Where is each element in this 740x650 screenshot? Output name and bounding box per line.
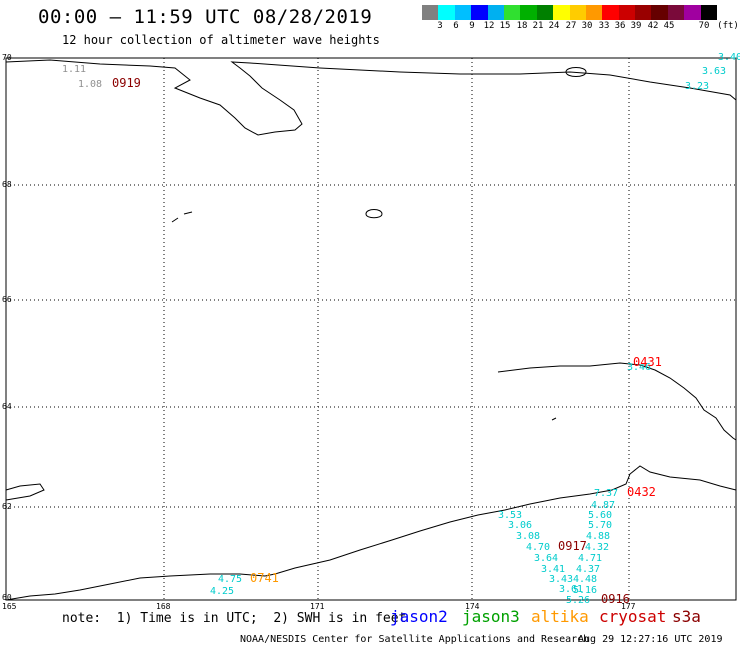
reading-0: 1.11 xyxy=(62,64,86,75)
legend-swatch-11 xyxy=(602,5,619,20)
legend-swatch-8 xyxy=(553,5,570,20)
map-subtitle: 12 hour collection of altimeter wave hei… xyxy=(62,33,380,47)
legend-tick-70: 70 xyxy=(698,21,710,31)
legend-tick-3: 3 xyxy=(437,21,443,31)
longitude-labels: 165 168 171 174 177 xyxy=(2,602,636,611)
color-legend xyxy=(422,5,718,20)
reading-30: 4.75 xyxy=(218,574,242,585)
reading-4: 3.63 xyxy=(702,66,726,77)
reading-19: 5.26 xyxy=(566,595,590,606)
reading-31: 4.25 xyxy=(210,586,234,597)
reading-27: 3.41 xyxy=(541,564,565,575)
legend-tick-15: 15 xyxy=(499,21,511,31)
lon-label-168: 168 xyxy=(156,602,171,611)
reading-29: 3.61 xyxy=(559,584,583,595)
lat-label-66: 66 xyxy=(2,295,12,304)
satellite-s3a: s3a xyxy=(672,607,701,626)
reading-23: 3.06 xyxy=(508,520,532,531)
reading-1: 1.08 xyxy=(78,79,102,90)
legend-tick-12: 12 xyxy=(483,21,495,31)
reading-9: 0432 xyxy=(627,485,656,499)
reading-12: 5.70 xyxy=(588,520,612,531)
reading-10: 4.87 xyxy=(591,500,615,511)
lon-label-177: 177 xyxy=(621,602,636,611)
legend-unit: (ft) xyxy=(717,21,739,31)
legend-swatch-0 xyxy=(422,5,439,20)
map-frame xyxy=(5,57,737,601)
reading-8: 7.37 xyxy=(594,488,618,499)
reading-3: 3.40 xyxy=(718,52,740,63)
satellite-jason2: jason2 xyxy=(390,607,448,626)
reading-18: 5.16 xyxy=(573,585,597,596)
legend-tick-27: 27 xyxy=(565,21,577,31)
legend-tick-6: 6 xyxy=(453,21,459,31)
reading-22: 3.53 xyxy=(498,510,522,521)
reading-26: 3.64 xyxy=(534,553,558,564)
legend-tick-9: 9 xyxy=(469,21,475,31)
lat-label-64: 64 xyxy=(2,402,12,411)
lat-label-70: 70 xyxy=(2,53,12,62)
legend-swatch-6 xyxy=(520,5,537,20)
legend-swatch-9 xyxy=(569,5,586,20)
reading-2: 0919 xyxy=(112,76,141,90)
legend-tick-21: 21 xyxy=(532,21,544,31)
footer-timestamp: Aug 29 12:27:16 UTC 2019 xyxy=(578,634,723,645)
legend-swatch-14 xyxy=(651,5,668,20)
reading-21: 0917 xyxy=(558,539,587,553)
reading-24: 3.08 xyxy=(516,531,540,542)
lat-label-60: 60 xyxy=(2,593,12,602)
lon-label-165: 165 xyxy=(2,602,17,611)
legend-tick-45: 45 xyxy=(663,21,675,31)
legend-tick-18: 18 xyxy=(516,21,528,31)
reading-28: 3.43 xyxy=(549,574,573,585)
latitude-labels: 70 68 66 64 62 60 xyxy=(2,53,12,602)
graticule xyxy=(6,58,736,600)
legend-tick-36: 36 xyxy=(614,21,626,31)
legend-swatch-13 xyxy=(635,5,652,20)
reading-5: 3.23 xyxy=(685,81,709,92)
footer-agency: NOAA/NESDIS Center for Satellite Applica… xyxy=(240,634,590,645)
lat-label-62: 62 xyxy=(2,502,12,511)
reading-20: 0916 xyxy=(601,592,630,606)
lat-label-68: 68 xyxy=(2,180,12,189)
legend-tick-42: 42 xyxy=(647,21,659,31)
legend-tick-30: 30 xyxy=(581,21,593,31)
reading-14: 4.32 xyxy=(585,542,609,553)
satellite-cryosat: cryosat xyxy=(599,607,667,626)
legend-swatch-7 xyxy=(536,5,554,20)
reading-25: 4.70 xyxy=(526,542,550,553)
reading-11: 5.60 xyxy=(588,510,612,521)
satellite-jason3: jason3 xyxy=(462,607,520,626)
legend-swatch-10 xyxy=(585,5,603,20)
legend-tick-24: 24 xyxy=(548,21,560,31)
legend-swatch-2 xyxy=(454,5,472,20)
legend-tick-33: 33 xyxy=(598,21,610,31)
satellite-altika: altika xyxy=(531,607,589,626)
legend-swatch-16 xyxy=(684,5,701,20)
legend-swatch-17 xyxy=(700,5,718,20)
reading-32: 0741 xyxy=(250,571,279,585)
reading-6: 3.46 xyxy=(627,362,651,373)
lon-label-174: 174 xyxy=(465,602,480,611)
legend-swatch-5 xyxy=(503,5,521,20)
reading-16: 4.37 xyxy=(576,564,600,575)
legend-swatch-12 xyxy=(618,5,636,20)
legend-tick-39: 39 xyxy=(630,21,642,31)
reading-13: 4.88 xyxy=(586,531,610,542)
reading-7: 0431 xyxy=(633,355,662,369)
legend-swatch-15 xyxy=(667,5,685,20)
reading-17: 4.48 xyxy=(573,574,597,585)
coastline xyxy=(5,59,737,601)
reading-15: 4.71 xyxy=(578,553,602,564)
lon-label-171: 171 xyxy=(310,602,325,611)
note-text: note: 1) Time is in UTC; 2) SWH is in fe… xyxy=(62,611,407,626)
legend-swatch-3 xyxy=(471,5,488,20)
map-title: 00:00 – 11:59 UTC 08/28/2019 xyxy=(38,6,373,28)
legend-swatch-4 xyxy=(487,5,504,20)
legend-ticks: 3 6 9 12 15 18 21 24 27 30 33 36 39 42 45 70 (ft) xyxy=(422,21,740,35)
legend-swatch-1 xyxy=(438,5,455,20)
